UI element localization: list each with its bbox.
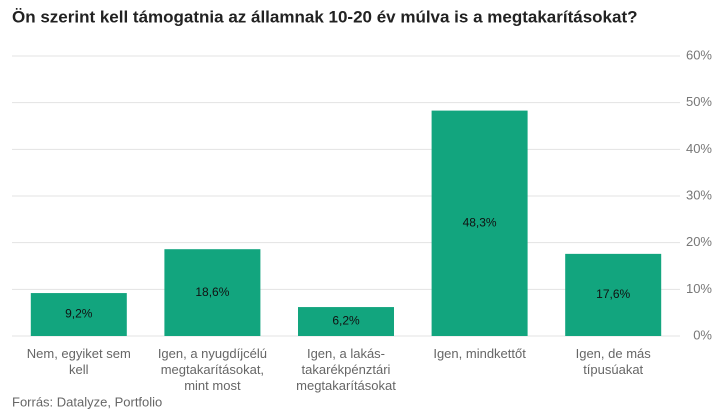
- value-label: 9,2%: [65, 307, 93, 321]
- y-tick-label: 30%: [686, 187, 712, 202]
- x-tick-label: Nem, egyiket sem kell: [26, 346, 131, 377]
- y-tick-label: 20%: [686, 234, 712, 249]
- value-label: 18,6%: [195, 285, 229, 299]
- y-tick-label: 60%: [686, 47, 712, 62]
- bar: [431, 110, 528, 336]
- bar: [30, 293, 127, 336]
- x-tick-label: Igen, a lakás-takarékpénztári megtakarít…: [296, 346, 396, 393]
- x-tick-label-box: Igen, a nyugdíjcélú megtakarításokat, mi…: [157, 346, 267, 393]
- value-label: 6,2%: [332, 314, 360, 328]
- x-tick-label-box: Igen, mindkettőt: [433, 346, 526, 361]
- x-tick-label: Igen, a nyugdíjcélú megtakarításokat, mi…: [157, 346, 267, 393]
- y-tick-label: 10%: [686, 281, 712, 296]
- bar: [164, 249, 261, 336]
- x-tick-label: Igen, mindkettőt: [433, 346, 526, 361]
- x-tick-label-box: Igen, a lakás-takarékpénztári megtakarít…: [296, 346, 396, 393]
- value-label: 48,3%: [463, 215, 497, 229]
- x-tick-label: Igen, de más típusúakat: [575, 346, 651, 377]
- y-tick-label: 40%: [686, 141, 712, 156]
- y-tick-label: 50%: [686, 94, 712, 109]
- source: Forrás: Datalyze, Portfolio: [12, 394, 162, 409]
- bar: [565, 253, 662, 336]
- chart-title: Ön szerint kell támogatnia az államnak 1…: [12, 7, 638, 26]
- x-tick-label-box: Nem, egyiket sem kell: [26, 346, 131, 377]
- bar: [298, 307, 394, 336]
- y-tick-label: 0%: [693, 327, 712, 342]
- value-label: 17,6%: [596, 287, 630, 301]
- x-tick-label-box: Igen, de más típusúakat: [575, 346, 651, 377]
